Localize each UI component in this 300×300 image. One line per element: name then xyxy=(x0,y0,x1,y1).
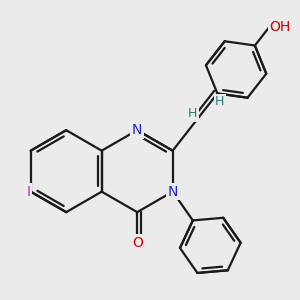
Text: N: N xyxy=(167,185,178,199)
Text: N: N xyxy=(132,123,142,137)
Text: I: I xyxy=(26,185,30,199)
Text: H: H xyxy=(215,95,224,108)
Text: OH: OH xyxy=(269,20,290,34)
Text: H: H xyxy=(188,107,197,120)
Text: O: O xyxy=(132,236,142,250)
